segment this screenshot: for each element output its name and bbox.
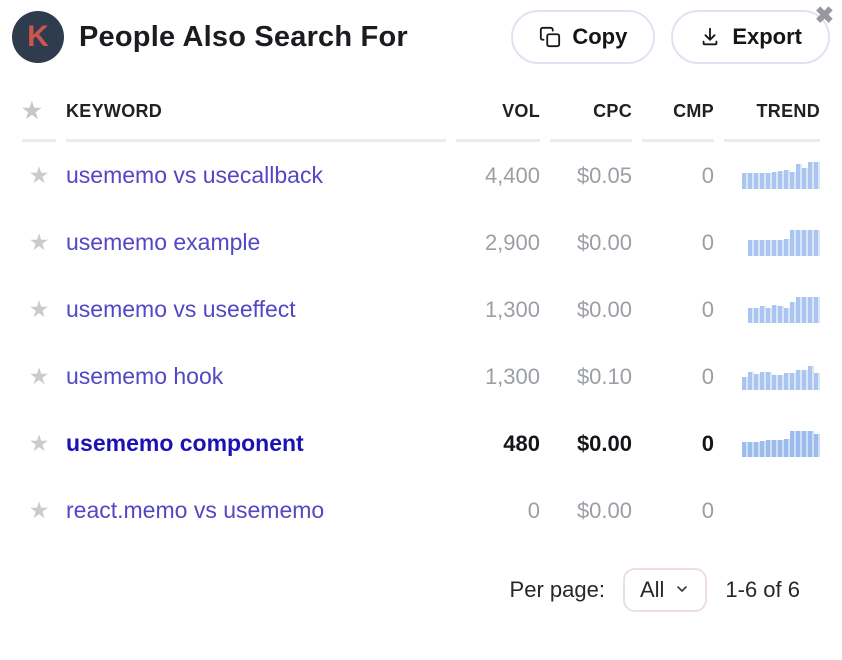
trend-sparkline — [724, 497, 820, 524]
copy-button-label: Copy — [572, 24, 628, 49]
star-icon[interactable]: ★ — [28, 229, 50, 255]
page-title: People Also Search For — [79, 20, 408, 53]
column-header-cpc: CPC — [550, 88, 632, 142]
export-button[interactable]: Export — [671, 10, 830, 64]
star-icon[interactable]: ★ — [28, 296, 50, 322]
trend-sparkline — [724, 229, 820, 256]
star-all-icon[interactable]: ★ — [22, 98, 43, 123]
keyword-table: ★ KEYWORD VOL CPC CMP TREND ★ usememo vs… — [12, 88, 830, 544]
download-icon — [699, 26, 721, 48]
keyword-link[interactable]: react.memo vs usememo — [66, 497, 325, 523]
column-header-cmp: CMP — [642, 88, 714, 142]
trend-sparkline — [724, 296, 820, 323]
close-icon[interactable]: ✖ — [814, 2, 834, 28]
result-range: 1-6 of 6 — [725, 577, 800, 602]
table-row: ★ usememo vs useeffect 1,300 $0.00 0 — [22, 276, 820, 343]
table-row-highlighted: ★ usememo component 480 $0.00 0 — [22, 410, 820, 477]
cmp-value: 0 — [701, 430, 714, 456]
cpc-value: $0.00 — [576, 296, 632, 322]
vol-value: 0 — [527, 497, 540, 523]
keyword-link[interactable]: usememo component — [66, 430, 304, 456]
star-icon[interactable]: ★ — [28, 162, 50, 188]
table-row: ★ usememo vs usecallback 4,400 $0.05 0 — [22, 142, 820, 209]
table-row: ★ usememo hook 1,300 $0.10 0 — [22, 343, 820, 410]
keyword-link[interactable]: usememo hook — [66, 363, 224, 389]
cpc-value: $0.00 — [576, 430, 632, 456]
keyword-link[interactable]: usememo vs usecallback — [66, 162, 323, 188]
export-button-label: Export — [732, 24, 802, 49]
people-also-search-widget: K People Also Search For Copy Export — [12, 2, 834, 612]
table-header-row: ★ KEYWORD VOL CPC CMP TREND — [22, 88, 820, 142]
copy-icon — [539, 26, 561, 48]
cmp-value: 0 — [701, 162, 714, 188]
per-page-label: Per page: — [509, 577, 605, 602]
trend-sparkline — [724, 430, 820, 457]
keyword-link[interactable]: usememo vs useeffect — [66, 296, 296, 322]
cmp-value: 0 — [701, 363, 714, 389]
keywords-everywhere-logo: K — [12, 11, 64, 63]
copy-button[interactable]: Copy — [511, 10, 656, 64]
trend-sparkline — [724, 162, 820, 189]
keyword-link[interactable]: usememo example — [66, 229, 261, 255]
logo-letter: K — [27, 20, 49, 53]
vol-value: 1,300 — [484, 296, 540, 322]
cpc-value: $0.00 — [576, 497, 632, 523]
vol-value: 480 — [503, 430, 540, 456]
trend-sparkline — [724, 363, 820, 390]
column-header-vol: VOL — [456, 88, 540, 142]
star-icon[interactable]: ★ — [28, 430, 50, 456]
vol-value: 2,900 — [484, 229, 540, 255]
cpc-value: $0.00 — [576, 229, 632, 255]
cmp-value: 0 — [701, 229, 714, 255]
cpc-value: $0.10 — [576, 363, 632, 389]
widget-header: K People Also Search For Copy Export — [12, 10, 830, 64]
vol-value: 1,300 — [484, 363, 540, 389]
cpc-value: $0.05 — [576, 162, 632, 188]
cmp-value: 0 — [701, 497, 714, 523]
chevron-down-icon — [674, 577, 690, 603]
per-page-select[interactable]: All — [622, 568, 708, 612]
pagination-footer: Per page: All 1-6 of 6 — [12, 568, 830, 612]
star-icon[interactable]: ★ — [28, 497, 50, 523]
column-header-trend: TREND — [724, 88, 820, 142]
vol-value: 4,400 — [484, 162, 540, 188]
per-page-value: All — [639, 577, 665, 602]
column-header-keyword: KEYWORD — [66, 88, 446, 142]
table-row: ★ react.memo vs usememo 0 $0.00 0 — [22, 477, 820, 544]
cmp-value: 0 — [701, 296, 714, 322]
table-row: ★ usememo example 2,900 $0.00 0 — [22, 209, 820, 276]
star-icon[interactable]: ★ — [28, 363, 50, 389]
